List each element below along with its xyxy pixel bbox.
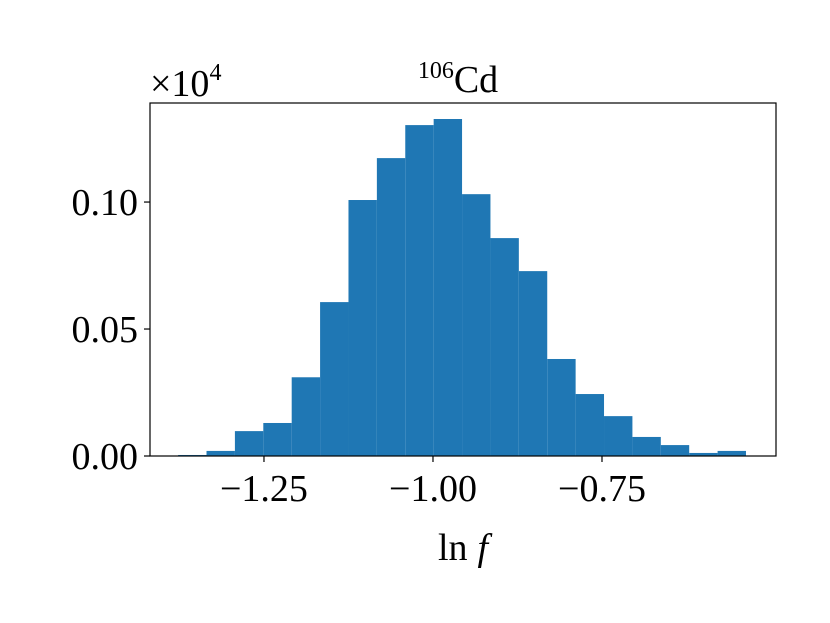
offset-base: ×10 <box>150 63 209 105</box>
title-text: Cd <box>454 59 498 101</box>
bar <box>206 450 235 456</box>
bar <box>405 125 434 457</box>
x-tick-label: −1.00 <box>389 468 477 510</box>
y-tick-label: 0.00 <box>72 436 139 478</box>
bar <box>518 271 548 456</box>
bar <box>660 445 690 456</box>
bar <box>575 394 605 456</box>
bar <box>717 450 746 456</box>
bar <box>320 302 349 456</box>
bar <box>348 200 377 456</box>
x-tick-label: −1.25 <box>220 468 308 510</box>
y-tick-label: 0.10 <box>72 182 139 224</box>
bar <box>291 377 321 456</box>
x-axis-label: ln f <box>438 527 493 569</box>
bar <box>263 422 292 456</box>
y-tick-label: 0.05 <box>72 309 139 351</box>
x-label-operator: ln <box>438 527 468 569</box>
bar <box>604 416 633 456</box>
bar <box>376 158 406 456</box>
bar <box>462 194 491 456</box>
title-superscript: 106 <box>418 58 454 84</box>
bar <box>689 452 718 456</box>
bar <box>234 431 264 456</box>
chart-title: 106Cd <box>418 58 498 101</box>
bar <box>433 118 463 457</box>
plot-frame <box>149 102 777 457</box>
x-tick-label: −0.75 <box>558 468 646 510</box>
bar <box>490 238 519 456</box>
offset-exponent: 4 <box>209 60 221 86</box>
offset-text: ×104 <box>150 60 221 105</box>
x-label-variable: f <box>478 527 493 569</box>
bar <box>632 436 661 456</box>
bar <box>547 358 576 456</box>
